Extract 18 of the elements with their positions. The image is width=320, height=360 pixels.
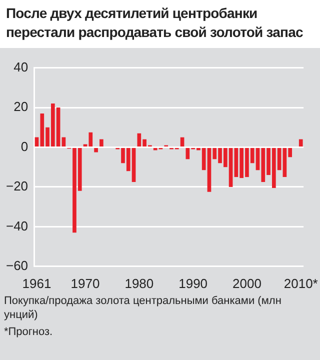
text: *Прогноз.	[3, 325, 54, 338]
y-tick-label: 20	[14, 99, 28, 114]
y-tick-label: 0	[20, 138, 28, 154]
x-tick-label: 1970	[70, 276, 100, 291]
chart-title: После двух десятилетий центробанки перестали распродавать свой золотой запас	[0, 0, 320, 48]
x-tick-label: 2000	[232, 276, 262, 291]
bar	[298, 139, 303, 146]
bar	[100, 139, 104, 146]
x-tick-label: 1990	[178, 276, 208, 291]
x-tick-label: 1961	[22, 276, 52, 291]
y-tick-label: −20	[6, 178, 28, 194]
y-tick-label: −40	[6, 218, 28, 234]
bar	[94, 148, 98, 152]
x-axis-title: Покупка/продажа золота центральными банками (млн унций)	[3, 294, 282, 322]
x-tick-label: 2010*	[284, 276, 318, 291]
y-tick-label: −60	[6, 258, 28, 273]
x-tick-label: 1980	[124, 276, 154, 291]
y-tick-label: 40	[14, 59, 28, 74]
